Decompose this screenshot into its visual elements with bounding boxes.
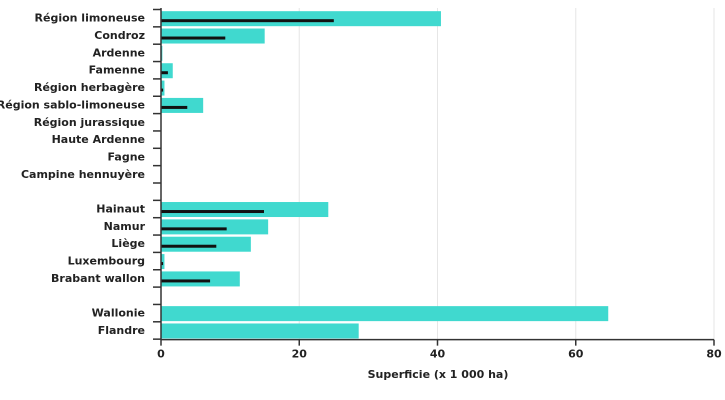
y-tick-label: Région herbagère bbox=[34, 81, 145, 94]
y-tick-label: Flandre bbox=[98, 324, 145, 337]
y-tick-label: Liège bbox=[111, 237, 145, 250]
bar bbox=[161, 271, 240, 287]
bar bbox=[161, 28, 265, 44]
x-tick-label: 0 bbox=[157, 348, 165, 361]
y-tick-label: Hainaut bbox=[96, 203, 145, 216]
inner-bar bbox=[161, 71, 168, 75]
y-tick-label: Ardenne bbox=[93, 46, 145, 59]
y-tick-label: Fagne bbox=[108, 150, 145, 163]
y-tick-label: Haute Ardenne bbox=[52, 133, 145, 146]
bar bbox=[161, 97, 204, 113]
bar bbox=[161, 202, 329, 218]
y-tick-label: Campine hennuyère bbox=[21, 168, 145, 181]
y-tick-label: Namur bbox=[104, 220, 146, 233]
x-axis-label: Superficie (x 1 000 ha) bbox=[368, 368, 509, 381]
inner-bar bbox=[161, 227, 227, 231]
x-tick-label: 80 bbox=[706, 348, 722, 361]
y-tick-label: Condroz bbox=[94, 29, 145, 42]
bar bbox=[161, 63, 173, 79]
bar bbox=[161, 80, 165, 96]
inner-bar bbox=[161, 262, 164, 266]
y-tick-label: Région jurassique bbox=[34, 116, 145, 129]
x-tick-label: 60 bbox=[568, 348, 584, 361]
inner-bar bbox=[161, 88, 164, 92]
inner-bar bbox=[161, 210, 264, 214]
y-tick-label: Région limoneuse bbox=[35, 12, 145, 25]
y-tick-label: Brabant wallon bbox=[51, 272, 145, 285]
x-tick-label: 20 bbox=[292, 348, 308, 361]
y-tick-label: Luxembourg bbox=[68, 255, 145, 268]
y-tick-label: Région sablo-limoneuse bbox=[0, 98, 145, 111]
inner-bar bbox=[161, 244, 217, 248]
bar bbox=[161, 306, 609, 322]
y-tick-label: Wallonie bbox=[92, 307, 145, 320]
inner-bar bbox=[161, 279, 211, 283]
bar bbox=[161, 236, 251, 252]
y-tick-label: Famenne bbox=[89, 64, 145, 77]
inner-bar bbox=[161, 19, 334, 23]
bar bbox=[161, 254, 165, 270]
bar bbox=[161, 219, 269, 235]
x-tick-label: 40 bbox=[430, 348, 446, 361]
inner-bar bbox=[161, 105, 188, 109]
inner-bar bbox=[161, 36, 226, 40]
bar bbox=[161, 11, 441, 27]
bar bbox=[161, 323, 359, 339]
